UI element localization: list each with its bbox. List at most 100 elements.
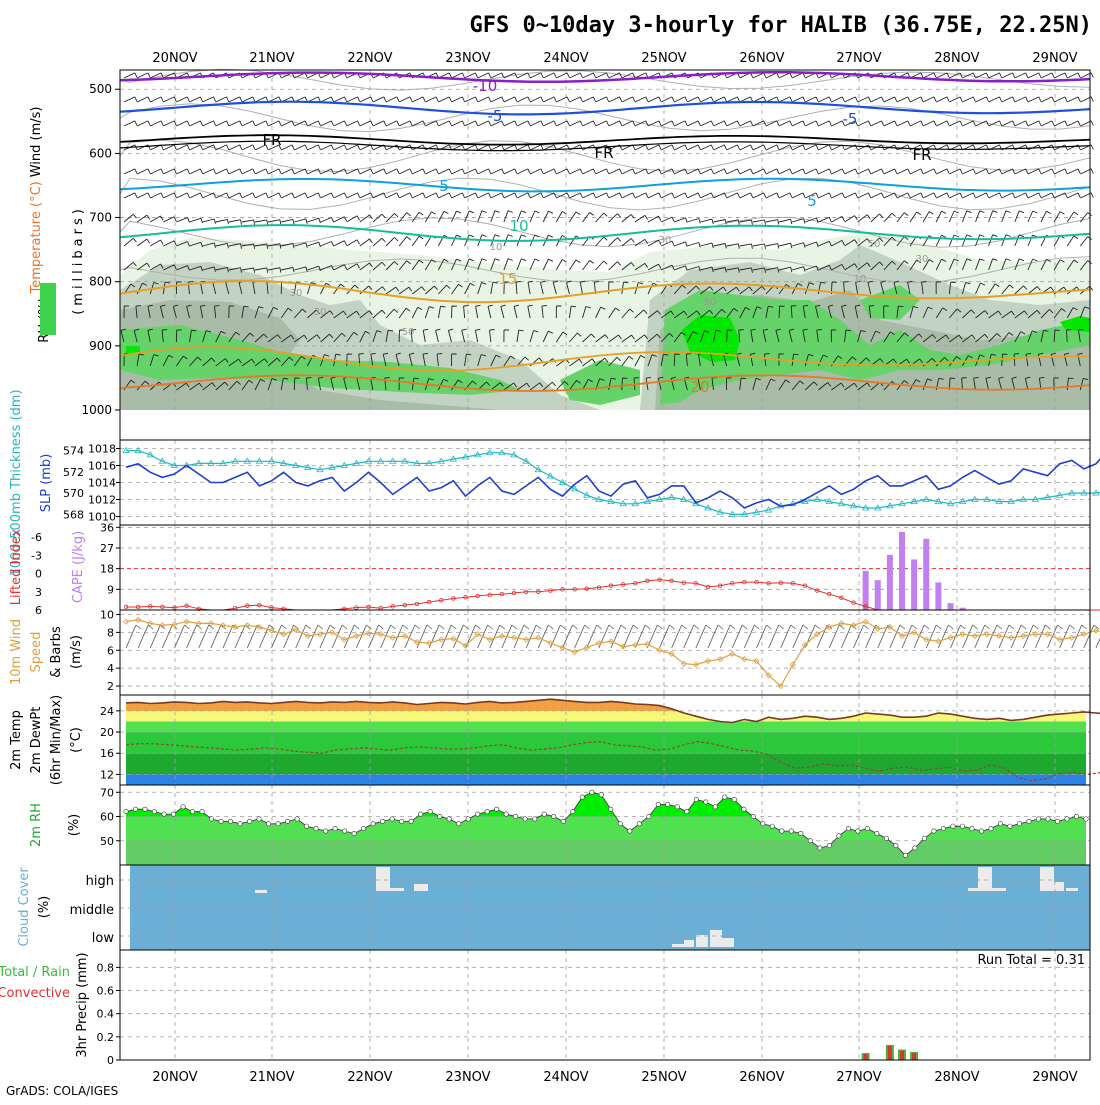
contour-label: 20 — [690, 378, 709, 396]
y-tick-label: 4 — [107, 662, 114, 675]
rh2m-point — [171, 812, 175, 816]
y-tick-label: 2 — [107, 680, 114, 693]
day-label-bottom: 26NOV — [739, 1070, 784, 1085]
rh2m-point — [561, 819, 565, 823]
day-label-top: 28NOV — [934, 51, 979, 66]
cloud-bar — [390, 888, 404, 891]
rh2m-point — [951, 824, 955, 828]
cloud-bar — [255, 890, 267, 893]
y-tick-label: 0 — [107, 1054, 114, 1067]
rh2m-point — [685, 809, 689, 813]
day-label-top: 29NOV — [1032, 51, 1077, 66]
label-millibars: (millibars) — [71, 205, 86, 315]
label-dewpt2m: 2m DewPt — [29, 707, 44, 774]
contour-label: 5 — [439, 177, 449, 195]
contour-label: 30 — [659, 235, 672, 246]
cloud-bar — [968, 888, 978, 891]
y-tick-label: 3 — [35, 586, 42, 599]
rh2m-point — [466, 817, 470, 821]
rh2m-point — [1084, 817, 1088, 821]
rh2m-point — [609, 807, 613, 811]
label-cloud: Cloud Cover — [17, 867, 32, 947]
rh2m-point — [304, 824, 308, 828]
rh2m-point — [475, 812, 479, 816]
rh2m-point — [533, 817, 537, 821]
label-wind10: 10m Wind — [9, 619, 24, 685]
label-precip: 3hr Precip (mm) — [75, 952, 90, 1057]
label-wind10-unit: (m/s) — [69, 635, 84, 669]
cloud-bar — [710, 930, 722, 947]
y-tick-label: 900 — [89, 339, 112, 353]
cloud-bar — [684, 940, 694, 947]
day-label-top: 27NOV — [836, 51, 881, 66]
precip-bars — [862, 1045, 919, 1060]
label-rh2m: 2m RH — [29, 803, 44, 847]
rh2m-point — [1074, 814, 1078, 818]
rh2m-point — [770, 824, 774, 828]
day-label-bottom: 24NOV — [543, 1070, 588, 1085]
rh2m-point — [941, 826, 945, 830]
grads-credit: GrADS: COLA/IGES — [6, 1084, 118, 1098]
run-total: Run Total = 0.31 — [977, 953, 1085, 968]
day-label-top: 25NOV — [641, 51, 686, 66]
rh2m-point — [399, 819, 403, 823]
contour-label: 50 — [868, 239, 881, 250]
precip-rain-bar — [912, 1053, 916, 1060]
y-tick-label: 0.8 — [97, 961, 115, 974]
rh2m-point — [742, 807, 746, 811]
rh2m-point — [200, 809, 204, 813]
y-tick-label: 800 — [89, 275, 112, 289]
label-temp2m-unit: (°C) — [69, 727, 84, 753]
contour-label: FR — [912, 146, 931, 164]
cloud-bar — [376, 867, 390, 891]
label-precip-total: Total / Rain — [0, 965, 70, 980]
cape-bar — [887, 555, 893, 610]
rh2m-point — [571, 809, 575, 813]
cape-bar — [948, 603, 954, 610]
rh2m-point — [1017, 822, 1021, 826]
cloud-level-label: low — [92, 931, 115, 946]
rh2m-point — [675, 805, 679, 809]
rh2m-point — [514, 814, 518, 818]
rh2m-point — [143, 807, 147, 811]
precip-rain-bar — [900, 1051, 904, 1060]
rh2m-point — [418, 812, 422, 816]
y-tick-label: 27 — [100, 542, 114, 555]
cape-bar — [899, 532, 905, 610]
y-tick-label: 36 — [100, 521, 114, 534]
rh2m-point — [732, 797, 736, 801]
contour-label: 50 — [402, 327, 415, 338]
rh2m-point — [247, 819, 251, 823]
day-label-top: 23NOV — [445, 51, 490, 66]
cloud-bar — [1054, 882, 1064, 891]
y-tick-label: 9 — [107, 583, 114, 596]
rh2m-point — [124, 809, 128, 813]
contour-label: -5 — [843, 110, 858, 128]
rh2m-point — [456, 822, 460, 826]
rh2m-point — [1065, 817, 1069, 821]
precip-rain-bar — [888, 1046, 892, 1060]
day-label-top: 22NOV — [347, 51, 392, 66]
rh-legend-swatch — [40, 283, 56, 335]
contour-label: 50 — [704, 297, 717, 308]
precip-panel: 0.80.60.40.20 Total / Rain Convective 3h… — [0, 950, 1090, 1067]
rh2m-point — [228, 819, 232, 823]
rh2m-point — [599, 792, 603, 796]
rh2m-point — [865, 826, 869, 830]
label-temp2m: 2m Temp — [9, 710, 24, 770]
y-tick-label: 18 — [100, 563, 114, 576]
rh2m-point — [437, 814, 441, 818]
rh2m-point — [342, 829, 346, 833]
y-tick-label: 12 — [100, 768, 114, 781]
rh2m-point — [494, 807, 498, 811]
rh2m-point — [970, 826, 974, 830]
rh2m-point — [485, 809, 489, 813]
temp2m-band — [126, 753, 1086, 774]
